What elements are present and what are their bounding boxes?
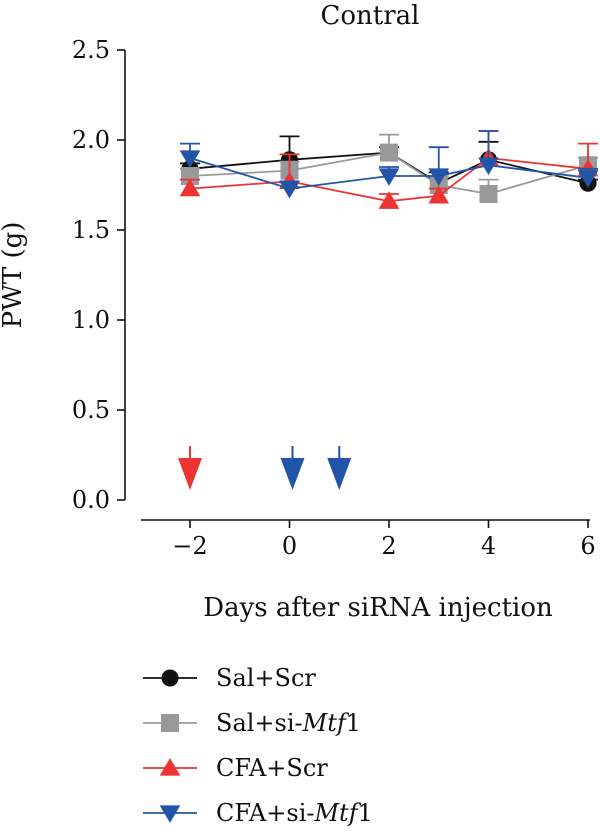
data-point <box>428 185 450 204</box>
injection-arrow <box>280 446 305 490</box>
y-axis-label: PWT (g) <box>0 222 28 329</box>
x-tick-label: 6 <box>580 532 595 560</box>
data-point <box>179 150 201 168</box>
x-tick-label: −2 <box>172 532 207 560</box>
y-tick-label: 0.5 <box>72 396 110 424</box>
y-ticks: 0.0 0.5 1.0 1.5 2.0 2.5 <box>72 36 125 514</box>
legend-label: CFA+Scr <box>216 754 328 782</box>
data-point <box>479 185 498 203</box>
legend-item: Sal+Scr <box>143 664 316 692</box>
data-point <box>378 168 400 186</box>
legend: Sal+Scr Sal+si-Mtf1 CFA+Scr CFA+si-Mtf1 <box>143 664 373 827</box>
x-tick-label: 4 <box>481 532 496 560</box>
data-point <box>179 178 201 197</box>
data-point <box>577 170 599 188</box>
x-tick-label: 2 <box>381 532 396 560</box>
legend-marker <box>159 805 181 823</box>
y-tick-label: 2.0 <box>72 126 110 154</box>
series-line <box>189 157 589 190</box>
legend-marker <box>161 669 179 687</box>
injection-arrows <box>178 446 352 490</box>
chart-title: Contral <box>321 1 420 31</box>
x-tick-label: 0 <box>282 532 297 560</box>
y-tick-label: 0.0 <box>72 486 110 514</box>
legend-marker <box>159 758 181 776</box>
injection-arrow <box>178 446 202 490</box>
series-layer <box>179 130 599 209</box>
y-tick-label: 2.5 <box>72 36 110 64</box>
legend-item: CFA+si-Mtf1 <box>143 799 373 827</box>
y-tick-label: 1.0 <box>72 306 110 334</box>
legend-marker <box>161 714 179 732</box>
legend-label: Sal+Scr <box>216 664 316 692</box>
legend-item: CFA+Scr <box>143 754 328 782</box>
data-point <box>428 168 450 186</box>
plot-area: 0.0 0.5 1.0 1.5 2.0 2.5 −2 0 2 4 6 <box>72 36 599 560</box>
series-cfa-si-mtf1 <box>179 130 599 199</box>
series-line <box>189 151 589 195</box>
data-point <box>279 180 300 199</box>
data-point <box>378 191 400 209</box>
data-point <box>380 143 398 162</box>
legend-item: Sal+si-Mtf1 <box>143 709 361 737</box>
legend-label: Sal+si-Mtf1 <box>216 709 361 737</box>
legend-label: CFA+si-Mtf1 <box>216 799 373 827</box>
x-ticks: −2 0 2 4 6 <box>172 520 596 560</box>
y-tick-label: 1.5 <box>72 216 110 244</box>
x-axis-label: Days after siRNA injection <box>203 593 553 623</box>
injection-arrow <box>327 446 352 490</box>
data-point <box>478 157 499 176</box>
